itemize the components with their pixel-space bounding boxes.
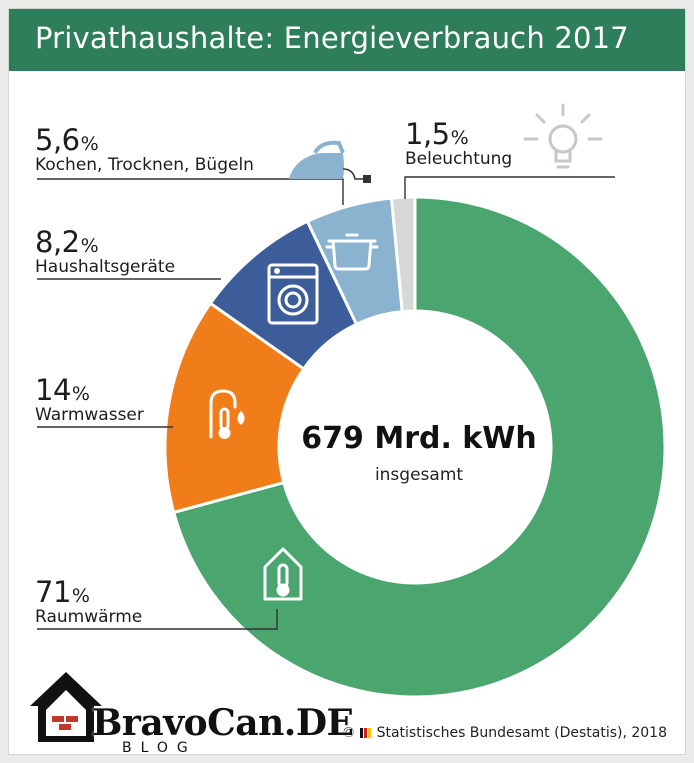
value-warmwasser: 14 bbox=[35, 373, 71, 407]
name-warmwasser: Warmwasser bbox=[35, 405, 144, 425]
copyright-symbol: © bbox=[341, 725, 356, 741]
iron-icon bbox=[289, 140, 371, 183]
value-beleuchtung: 1,5 bbox=[405, 117, 450, 151]
source-credit: © Statistisches Bundesamt (Destatis), 20… bbox=[342, 725, 667, 741]
value-raumwaerme: 71 bbox=[35, 575, 71, 609]
leader-line bbox=[37, 609, 278, 630]
cooking-pot-icon bbox=[325, 233, 379, 271]
house-thermometer-icon bbox=[263, 547, 303, 601]
donut-chart bbox=[37, 103, 667, 699]
value-haushaltsgeraete: 8,2 bbox=[35, 225, 80, 259]
watermark: BravoCan.DE BLOG bbox=[26, 664, 354, 756]
unit-haushaltsgeraete: % bbox=[80, 235, 99, 257]
total-value: 679 Mrd. kWh bbox=[301, 421, 537, 456]
watermark-brand: BravoCan.DE bbox=[92, 702, 354, 744]
label-raumwaerme: 71% Raumwärme bbox=[35, 575, 142, 627]
label-beleuchtung: 1,5% Beleuchtung bbox=[405, 117, 512, 169]
name-haushaltsgeraete: Haushaltsgeräte bbox=[35, 257, 176, 277]
washing-machine-icon bbox=[267, 263, 319, 325]
name-beleuchtung: Beleuchtung bbox=[405, 149, 513, 169]
watermark-sub: BLOG bbox=[122, 740, 197, 756]
leader-line bbox=[404, 176, 615, 199]
slice-raumwärme bbox=[171, 195, 667, 699]
faucet-thermometer-icon bbox=[209, 389, 245, 439]
total-label: insgesamt bbox=[374, 465, 464, 485]
source-text: Statistisches Bundesamt (Destatis), 2018 bbox=[376, 725, 667, 741]
leader-line bbox=[37, 178, 344, 205]
chart-title: Privathaushalte: Energieverbrauch 2017 bbox=[35, 21, 629, 55]
unit-beleuchtung: % bbox=[450, 127, 469, 149]
unit-warmwasser: % bbox=[71, 383, 90, 405]
title-bar: Privathaushalte: Energieverbrauch 2017 bbox=[9, 9, 685, 71]
name-raumwaerme: Raumwärme bbox=[35, 607, 143, 627]
label-haushaltsgeraete: 8,2% Haushaltsgeräte bbox=[35, 225, 175, 277]
house-logo-icon bbox=[30, 672, 102, 742]
label-kochen: 5,6% Kochen, Trocknen, Bügeln bbox=[35, 123, 254, 175]
unit-raumwaerme: % bbox=[71, 585, 90, 607]
unit-kochen: % bbox=[80, 133, 99, 155]
value-kochen: 5,6 bbox=[35, 123, 80, 157]
destatis-logo-icon bbox=[360, 725, 372, 741]
name-kochen: Kochen, Trocknen, Bügeln bbox=[35, 155, 254, 175]
infographic-card: Privathaushalte: Energieverbrauch 2017 bbox=[8, 8, 686, 755]
light-bulb-icon bbox=[523, 103, 603, 169]
label-warmwasser: 14% Warmwasser bbox=[35, 373, 144, 425]
slice-beleuchtung bbox=[389, 195, 417, 314]
